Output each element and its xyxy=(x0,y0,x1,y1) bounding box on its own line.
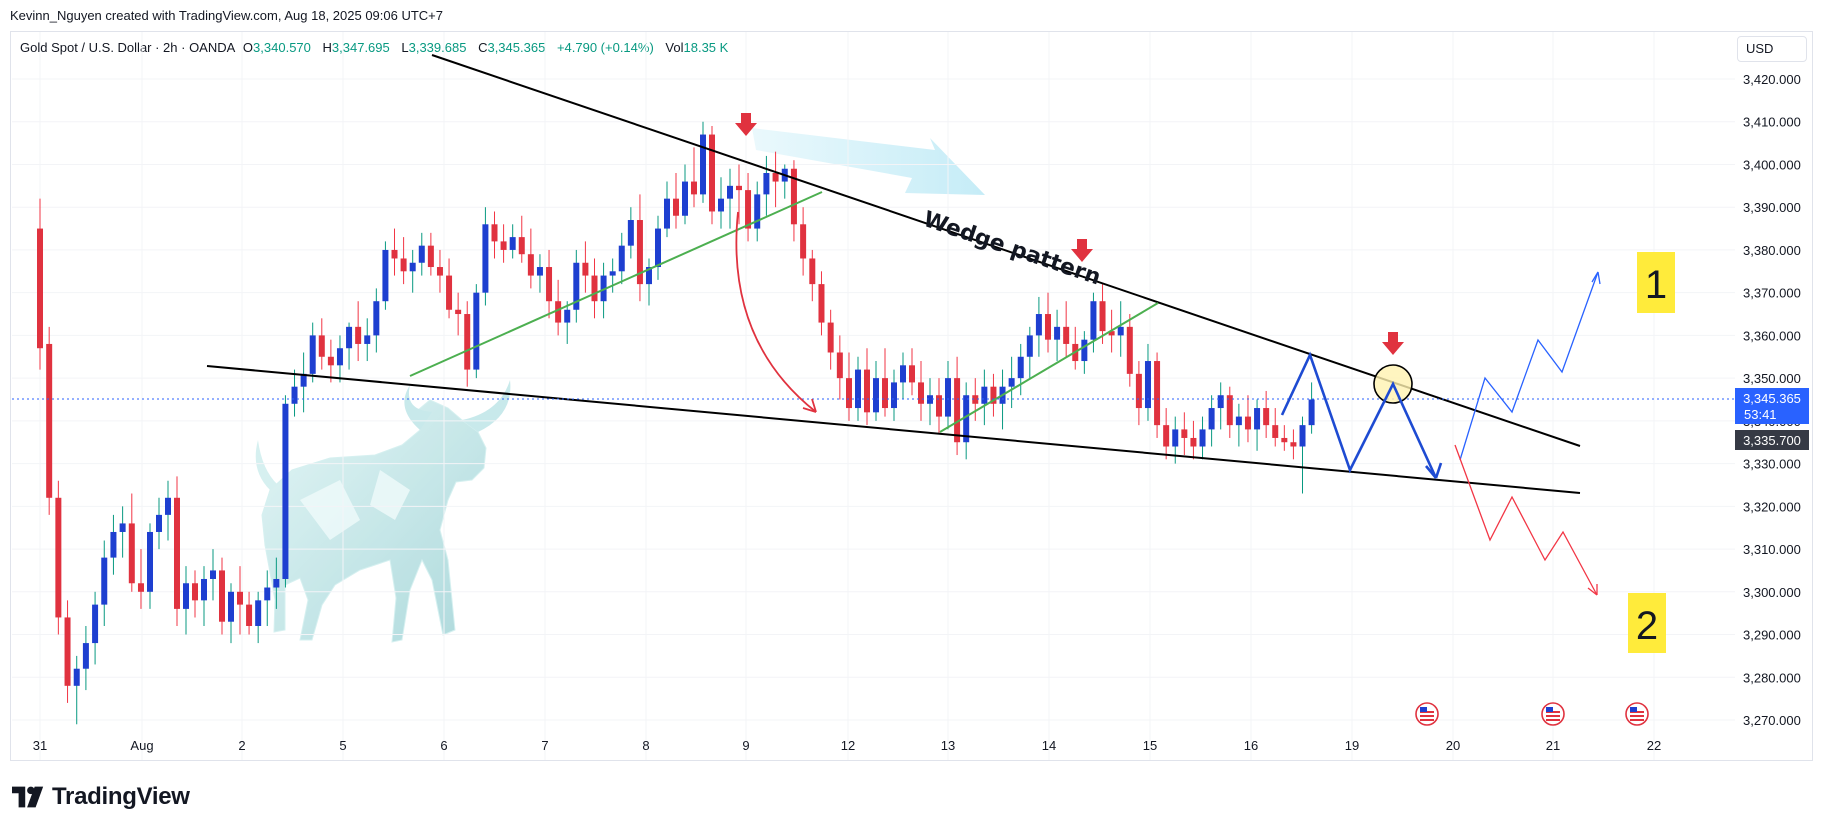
change-value: +4.790 (+0.14%) xyxy=(556,40,654,55)
chart-caption: Kevinn_Nguyen created with TradingView.c… xyxy=(10,8,444,23)
symbol-label[interactable]: Gold Spot / U.S. Dollar · 2h · OANDA xyxy=(20,40,236,55)
brand-name: TradingView xyxy=(52,783,190,810)
ohlc-legend: Gold Spot / U.S. Dollar · 2h · OANDA O3,… xyxy=(20,40,736,55)
low-label: L xyxy=(401,40,409,55)
low-value: 3,339.685 xyxy=(408,40,467,55)
chart-frame xyxy=(10,31,1813,761)
volume-value: 18.35 K xyxy=(683,40,729,55)
close-value: 3,345.365 xyxy=(487,40,546,55)
tradingview-logo-icon xyxy=(12,786,44,808)
high-value: 3,347.695 xyxy=(331,40,390,55)
volume-label: Vol xyxy=(665,40,684,55)
tradingview-brand[interactable]: TradingView xyxy=(12,783,190,811)
high-label: H xyxy=(322,40,332,55)
open-value: 3,340.570 xyxy=(253,40,311,55)
open-label: O xyxy=(242,40,254,55)
currency-selector[interactable]: USD xyxy=(1737,36,1807,62)
close-label: C xyxy=(478,40,488,55)
